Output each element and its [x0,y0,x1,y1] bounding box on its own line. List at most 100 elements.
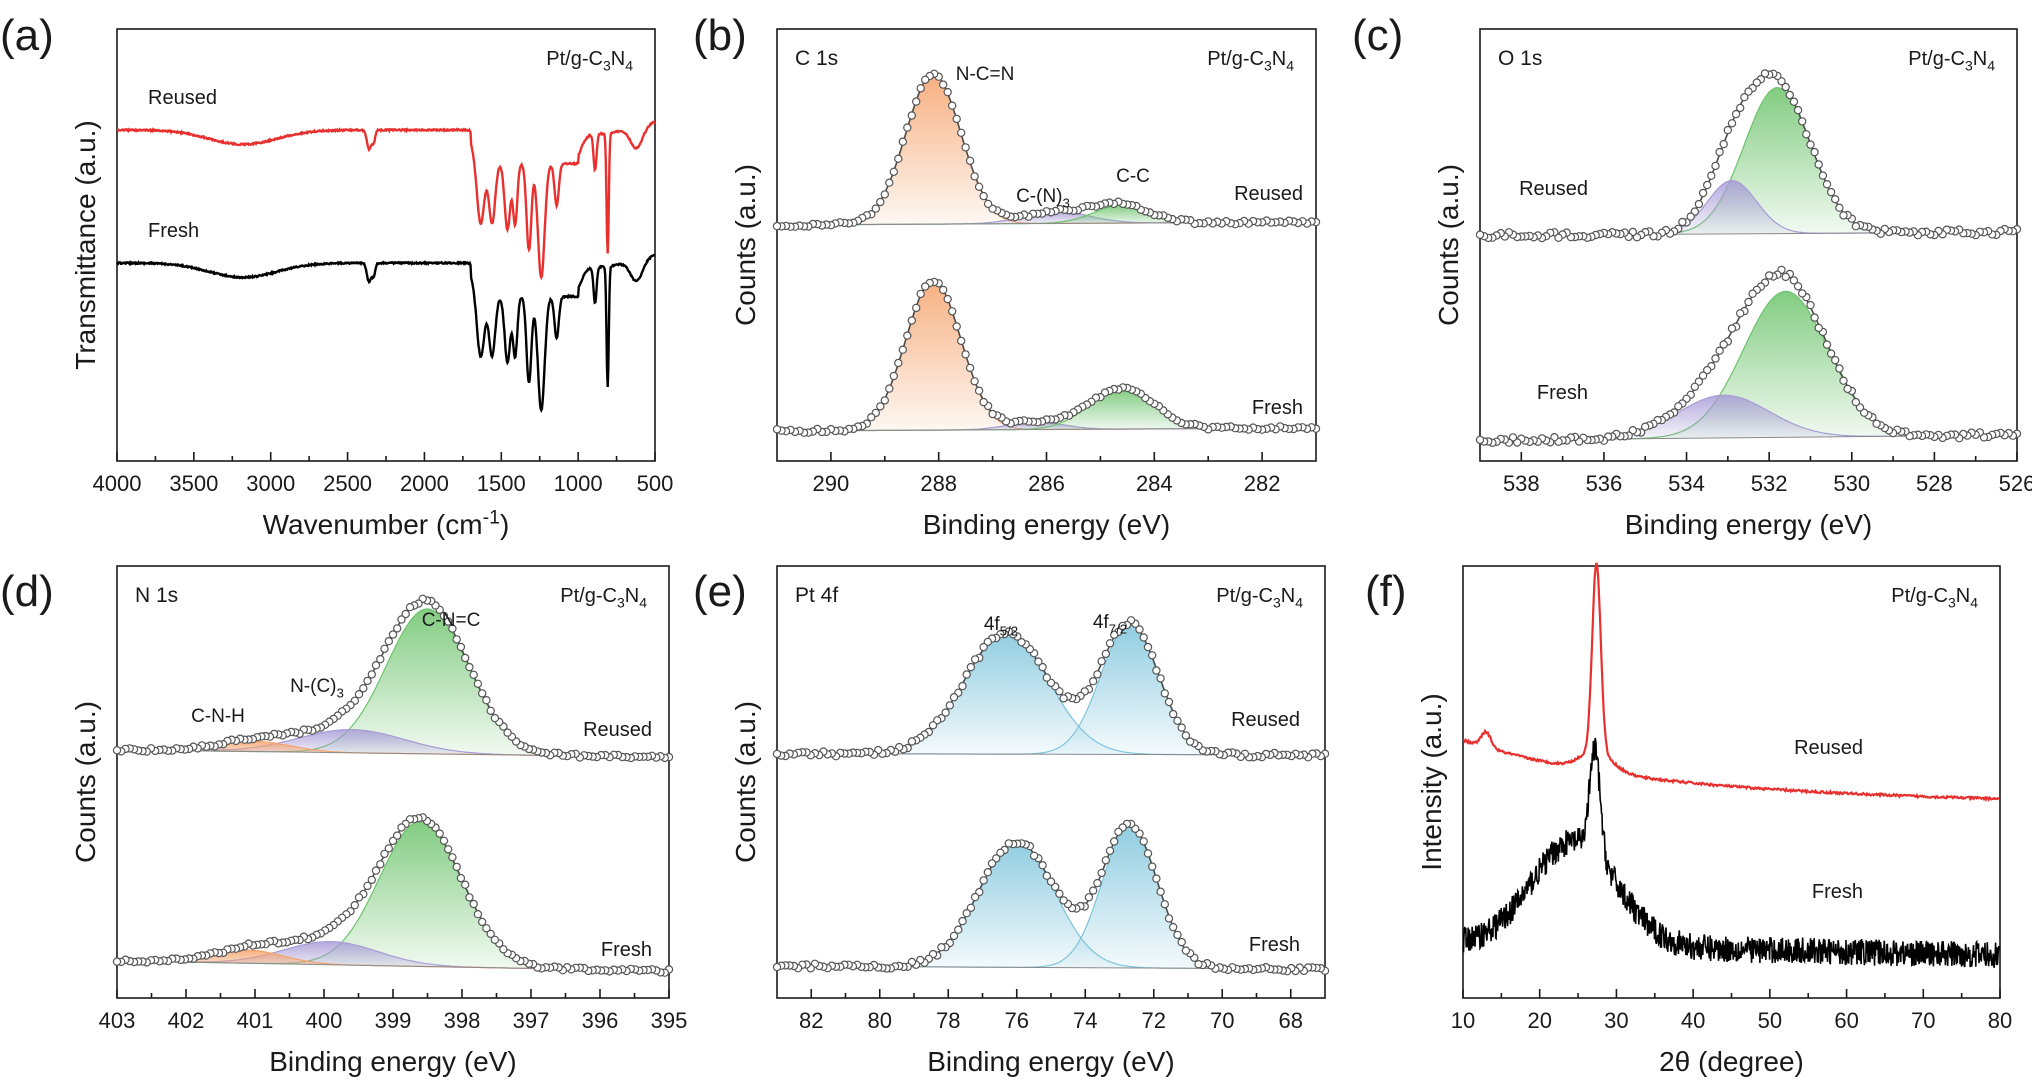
data-point [465,893,474,902]
data-point [482,696,491,705]
data-point [405,603,415,612]
data-point [962,670,971,679]
data-point [958,916,967,926]
data-point [397,823,406,832]
data-point [889,371,899,381]
data-point [363,881,372,891]
data-point [1694,199,1704,209]
data-point [490,935,500,945]
data-point [1872,419,1881,428]
data-point [469,670,478,680]
data-point [1760,69,1770,78]
data-point [456,642,466,652]
data-point [1042,673,1052,682]
data-point [456,873,466,883]
peak-annotation: 4f5/2 [984,614,1018,638]
data-point [1806,300,1815,310]
data-point [397,615,406,624]
data-point [1826,349,1836,358]
data-point [1475,230,1485,239]
x-tick-label: 40 [1681,1008,1705,1033]
data-point [949,693,959,702]
x-tick-label: 530 [1833,471,1870,496]
data-points [1475,265,2022,447]
data-point [380,849,389,859]
data-points [772,69,1321,231]
data-point [1105,846,1115,856]
data-point [876,197,885,207]
data-point [1038,662,1047,672]
data-point [898,345,908,354]
x-tick-label: 395 [651,1008,688,1033]
data-point [1004,839,1014,848]
data-point [921,75,930,85]
data-point [1105,639,1115,648]
data-point [1851,397,1861,407]
data-point [384,844,393,853]
data-point [979,397,988,407]
data-point [871,204,881,213]
data-point [359,684,368,693]
x-tick-label: 500 [637,471,674,496]
data-point [772,962,782,972]
y-axis-label: Counts (a.u.) [70,701,101,863]
fit-component-fill [117,821,669,971]
data-point [350,901,359,910]
fit-component-fill [117,741,669,757]
data-point [1093,878,1102,888]
x-axis-label: Binding energy (eV) [923,509,1170,540]
data-point [469,899,478,909]
data-point [1114,827,1123,837]
data-point [921,282,930,291]
x-tick-label: 534 [1668,471,1705,496]
data-point [1059,694,1068,703]
data-point [1793,105,1803,115]
x-tick-label: 400 [306,1008,343,1033]
x-tick-label: 288 [920,471,957,496]
data-point [367,875,376,885]
data-point [966,903,976,913]
data-point [987,859,997,868]
data-point [448,853,457,862]
fit-component-fill [1480,180,2017,236]
data-point [1109,837,1119,846]
x-axis-label: Binding energy (eV) [927,1046,1174,1077]
data-points [772,616,1330,762]
data-point [1735,309,1745,318]
series-label: Fresh [1249,934,1300,956]
data-point [961,350,970,359]
series-label: Fresh [1812,881,1863,903]
data-point [970,655,980,664]
data-point [958,681,967,691]
x-tick-label: 398 [444,1008,481,1033]
data-point [772,749,782,759]
data-point [1177,723,1186,732]
peak-annotation: 4f7/2 [1093,612,1127,636]
x-tick-label: 80 [1988,1008,2012,1033]
data-point [1156,674,1165,683]
sample-label: Pt/g-C3N4 [1216,585,1303,611]
y-axis-label: Counts (a.u.) [1433,164,1464,326]
data-point [461,880,470,889]
series-label: Fresh [148,220,199,242]
x-axis-label: Wavenumber (cm-1) [263,506,510,540]
x-tick-label: 536 [1586,471,1623,496]
data-point [1147,651,1157,660]
data-point [1055,889,1064,898]
fit-component-fill [1480,291,2017,441]
data-point [1109,630,1119,640]
data-point [1806,140,1815,149]
data-point [867,413,876,422]
data-point [885,384,894,393]
data-point [1097,868,1106,878]
fit-component-fill [117,608,669,757]
data-point [988,409,997,419]
x-axis-label: Binding energy (eV) [269,1046,516,1077]
data-point [461,653,470,663]
data-point [1143,642,1153,652]
x-tick-label: 70 [1210,1008,1234,1033]
data-point [388,630,398,639]
y-axis-label: Transmittance (a.u.) [70,120,101,369]
data-point [772,425,782,434]
series-reused [112,594,674,763]
